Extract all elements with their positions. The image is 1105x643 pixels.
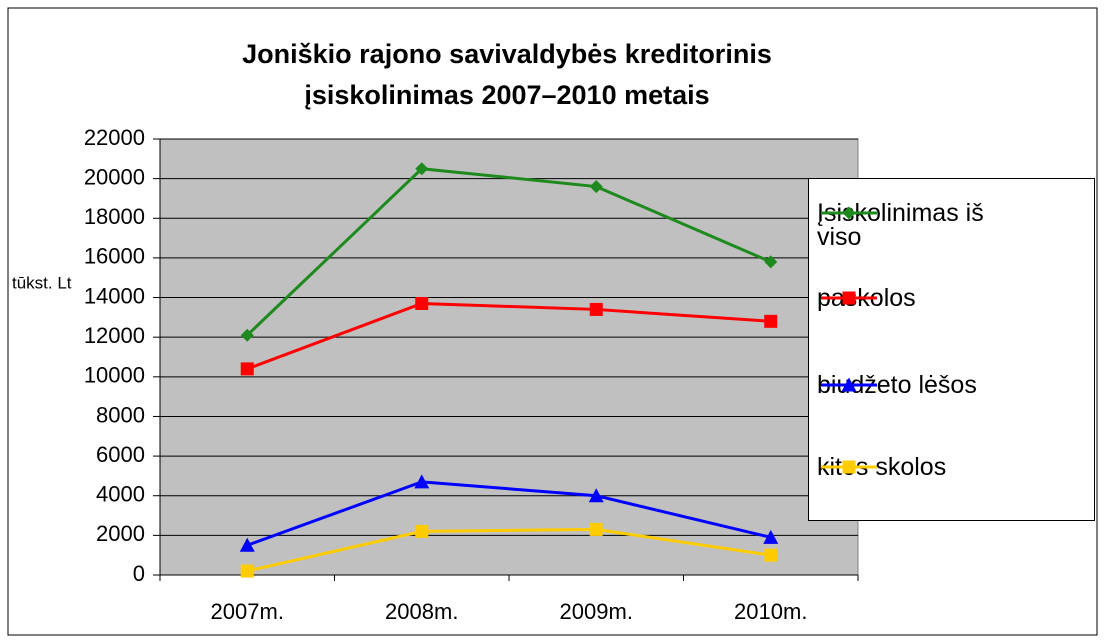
y-tick-label: 2000 bbox=[96, 521, 145, 546]
data-point bbox=[589, 302, 603, 316]
legend-key bbox=[821, 377, 877, 392]
legend-key bbox=[821, 206, 877, 220]
legend-label: Įsiskolinimas iš viso bbox=[817, 199, 984, 251]
data-point bbox=[240, 564, 254, 578]
series-line bbox=[246, 301, 771, 371]
y-tick-label: 0 bbox=[133, 561, 145, 586]
y-tick-label: 22000 bbox=[84, 125, 145, 150]
legend-marker bbox=[842, 291, 856, 305]
data-point bbox=[763, 529, 779, 544]
series-line bbox=[246, 480, 772, 547]
legend-item: kitos skolos bbox=[817, 453, 1022, 480]
data-point bbox=[588, 488, 604, 503]
y-tick-label: 18000 bbox=[84, 204, 145, 229]
x-tick-label: 2007m. bbox=[211, 599, 284, 624]
data-point bbox=[764, 314, 778, 328]
data-point bbox=[240, 328, 254, 342]
data-point bbox=[415, 524, 429, 538]
y-tick-label: 4000 bbox=[96, 482, 145, 507]
chart-title: Joniškio rajono savivaldybės kreditorini… bbox=[242, 39, 772, 110]
legend-marker bbox=[842, 206, 856, 220]
y-tick-label: 6000 bbox=[96, 442, 145, 467]
y-tick-label: 8000 bbox=[96, 402, 145, 427]
legend: Įsiskolinimas iš viso paskolos biudžeto lė… bbox=[808, 178, 1095, 521]
series-line bbox=[246, 167, 772, 337]
series-line bbox=[246, 527, 771, 573]
data-point bbox=[589, 180, 603, 194]
y-tick-label: 16000 bbox=[84, 244, 145, 269]
y-tick-label: 20000 bbox=[84, 164, 145, 189]
y-tick-label: 10000 bbox=[84, 363, 145, 388]
data-point bbox=[764, 548, 778, 562]
y-tick-label: 14000 bbox=[84, 283, 145, 308]
x-tick-label: 2010m. bbox=[734, 599, 807, 624]
legend-item: paskolos bbox=[817, 284, 1022, 311]
legend-marker bbox=[841, 377, 857, 392]
legend-item: Įsiskolinimas iš viso bbox=[817, 199, 1022, 251]
data-point bbox=[415, 162, 429, 176]
x-tick-label: 2009m. bbox=[560, 599, 633, 624]
data-point bbox=[589, 522, 603, 536]
legend-key bbox=[821, 291, 877, 305]
data-point bbox=[415, 296, 429, 310]
data-point bbox=[240, 362, 254, 376]
data-point bbox=[414, 474, 430, 489]
x-tick-label: 2008m. bbox=[385, 599, 458, 624]
data-point bbox=[764, 255, 778, 269]
legend-item: biudžeto lėšos bbox=[817, 371, 1022, 398]
plot-area bbox=[159, 138, 859, 576]
legend-marker bbox=[842, 460, 856, 474]
y-axis-label: tūkst. Lt bbox=[12, 273, 72, 292]
legend-key bbox=[821, 460, 877, 474]
y-tick-label: 12000 bbox=[84, 323, 145, 348]
data-point bbox=[239, 537, 255, 552]
